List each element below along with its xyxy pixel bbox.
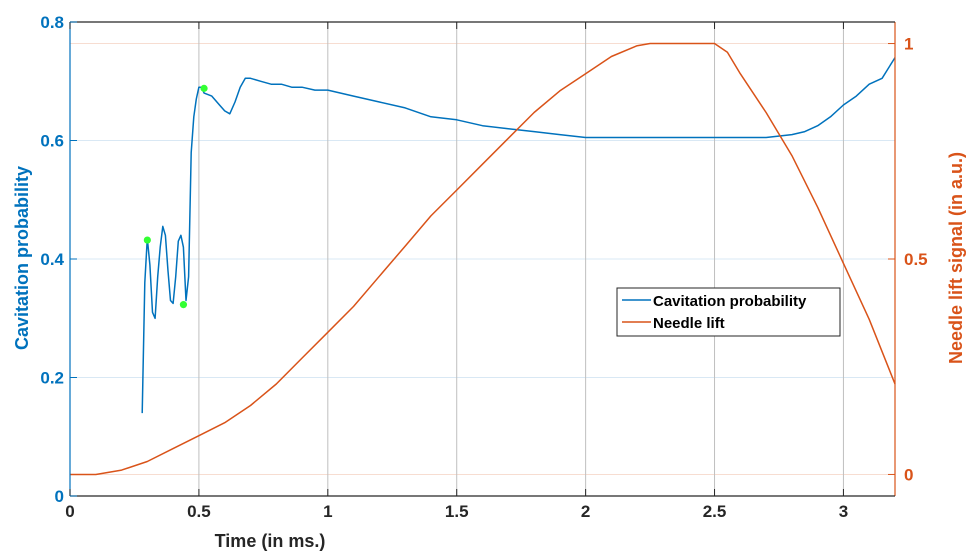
x-tick-label-4: 2	[581, 502, 590, 521]
grid-lines	[70, 22, 895, 496]
legend-label-cavitation: Cavitation probability	[653, 293, 807, 310]
tick-labels: 0 0.5 1 1.5 2 2.5 3 0 0.2 0.4 0.6 0.8 0 0.5 1	[40, 13, 927, 521]
left-tick-label-1: 0.2	[40, 369, 64, 388]
series-line-needle-lift	[70, 42, 896, 476]
legend-box	[616, 287, 841, 337]
right-tick-label-1: 0.5	[904, 250, 928, 269]
left-tick-label-2: 0.4	[40, 250, 64, 269]
data-marker-1	[179, 301, 188, 309]
left-tick-label-4: 0.8	[40, 13, 64, 32]
x-tick-label-2: 1	[323, 502, 332, 521]
x-axis-label: Time (in ms.)	[215, 531, 326, 551]
data-marker-2	[200, 84, 208, 92]
left-tick-label-0: 0	[55, 487, 64, 506]
left-tick-label-3: 0.6	[40, 132, 64, 151]
right-y-axis-label: Needle lift signal (in a.u.)	[946, 152, 966, 364]
x-tick-label-5: 2.5	[703, 502, 727, 521]
right-tick-label-0: 0	[904, 465, 913, 484]
x-tick-label-0: 0	[65, 502, 74, 521]
x-tick-label-3: 1.5	[445, 502, 469, 521]
series-layer	[70, 42, 896, 476]
data-marker-0	[143, 236, 151, 244]
legend-label-needle: Needle lift	[653, 315, 725, 332]
left-y-axis-label: Cavitation probability	[12, 166, 32, 350]
x-tick-label-1: 0.5	[187, 502, 211, 521]
legend: Cavitation probability Needle lift	[616, 287, 841, 337]
axes-layer	[69, 21, 896, 497]
series-line-cavitation-probability	[141, 57, 896, 414]
x-tick-label-6: 3	[839, 502, 848, 521]
right-tick-label-2: 1	[904, 35, 913, 54]
marker-layer	[143, 84, 208, 309]
